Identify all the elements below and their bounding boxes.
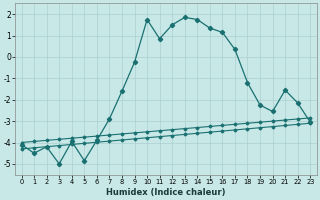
- X-axis label: Humidex (Indice chaleur): Humidex (Indice chaleur): [106, 188, 226, 197]
